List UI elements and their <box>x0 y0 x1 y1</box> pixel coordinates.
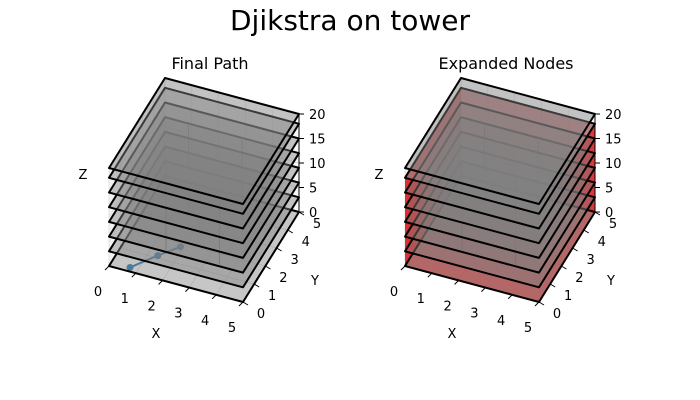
grid-line-y <box>153 193 288 231</box>
y-axis-label: Y <box>310 274 319 289</box>
z-tick-label: 10 <box>605 157 622 172</box>
x-tick-label: 1 <box>121 292 129 307</box>
x-tick-mark <box>104 265 110 271</box>
y-tick-label: 4 <box>598 235 606 250</box>
x-tick-label: 5 <box>524 321 532 336</box>
x-tick-mark <box>211 294 217 300</box>
x-tick-mark <box>185 287 190 292</box>
y-axis-line <box>242 211 300 303</box>
figure-suptitle: Djikstra on tower <box>230 4 470 37</box>
y-tick-mark <box>583 229 590 234</box>
x-tick-mark <box>131 272 137 278</box>
panel-title-expanded-nodes: Expanded Nodes <box>438 54 574 73</box>
y-tick-mark <box>287 229 294 234</box>
x-tick-label: 0 <box>390 285 398 300</box>
path-point <box>126 263 134 271</box>
x-tick-label: 5 <box>228 321 236 336</box>
x-tick-mark <box>427 272 433 278</box>
y-tick-label: 3 <box>290 253 298 268</box>
x-axis-label: X <box>448 327 457 342</box>
z-tick-label: 5 <box>309 182 317 197</box>
x-tick-mark <box>400 265 406 271</box>
x-tick-mark <box>507 294 513 300</box>
y-tick-label: 4 <box>302 235 310 250</box>
grid-line-z <box>164 126 300 164</box>
y-tick-mark <box>242 301 249 306</box>
x-tick-label: 2 <box>443 299 451 314</box>
x-tick-mark <box>158 280 163 285</box>
y-tick-mark <box>561 265 567 270</box>
grid-line-x <box>215 204 273 295</box>
z-tick-label: 20 <box>605 108 622 123</box>
grid-line-y <box>120 247 255 285</box>
grid-line-z <box>108 151 166 242</box>
z-tick-label: 15 <box>309 133 326 148</box>
z-axis-label: Z <box>79 168 88 183</box>
y-tick-mark <box>253 283 260 288</box>
x-tick-label: 1 <box>417 292 425 307</box>
x-tick-mark <box>238 301 244 307</box>
z-tick-label: 20 <box>309 108 326 123</box>
y-tick-mark <box>538 301 545 306</box>
path-point <box>154 252 162 260</box>
grid-line-y <box>142 211 277 249</box>
grid-line-z <box>108 126 166 218</box>
y-tick-label: 0 <box>257 307 265 322</box>
y-tick-label: 5 <box>313 217 321 232</box>
y-tick-label: 1 <box>564 289 572 304</box>
y-tick-label: 5 <box>609 217 617 232</box>
y-tick-label: 2 <box>575 271 583 286</box>
x-axis-line <box>108 265 244 303</box>
x-axis-label: X <box>152 327 161 342</box>
x-tick-label: 4 <box>497 314 505 329</box>
x-tick-mark <box>454 280 459 285</box>
panel-title-final-path: Final Path <box>171 54 249 73</box>
x-tick-label: 3 <box>174 307 182 322</box>
y-tick-mark <box>265 265 271 270</box>
z-tick-label: 0 <box>309 206 317 221</box>
y-tick-mark <box>276 247 282 252</box>
z-tick-label: 10 <box>309 157 326 172</box>
x-tick-label: 0 <box>94 285 102 300</box>
y-tick-label: 0 <box>553 307 561 322</box>
y-tick-label: 1 <box>268 289 276 304</box>
grid-line-z <box>164 151 300 188</box>
path-point <box>177 243 185 251</box>
z-tick-label: 0 <box>605 206 613 221</box>
x-tick-label: 3 <box>470 307 478 322</box>
x-tick-label: 2 <box>147 299 155 314</box>
grid-line-y <box>131 229 266 267</box>
x-tick-mark <box>534 301 540 307</box>
y-tick-label: 3 <box>586 253 594 268</box>
x-tick-mark <box>481 287 486 292</box>
y-tick-mark <box>572 247 578 252</box>
y-tick-mark <box>549 283 556 288</box>
z-tick-label: 15 <box>605 133 622 148</box>
y-axis-line <box>538 211 596 303</box>
x-tick-label: 4 <box>201 314 209 329</box>
z-tick-label: 5 <box>605 182 613 197</box>
z-axis-label: Z <box>375 168 384 183</box>
y-tick-label: 2 <box>279 271 287 286</box>
x-axis-line <box>404 265 540 303</box>
y-axis-label: Y <box>606 274 615 289</box>
